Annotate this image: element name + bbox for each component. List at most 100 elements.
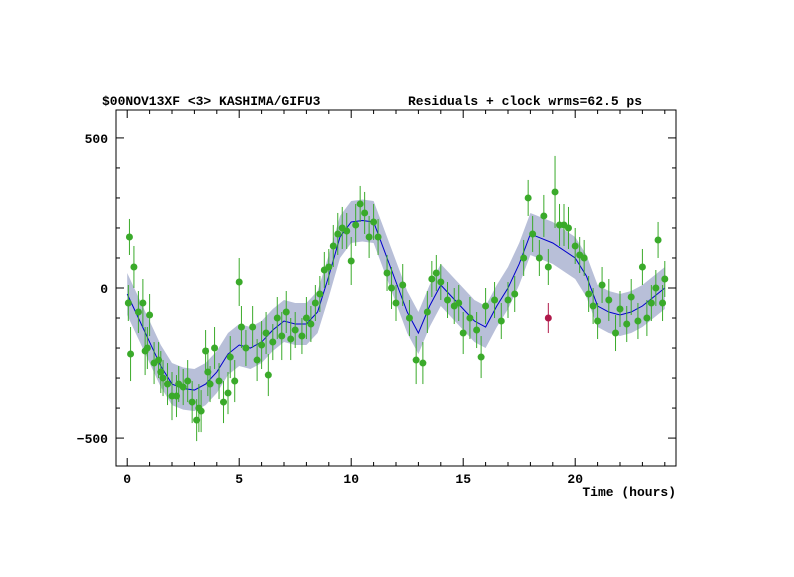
y-tick-label: 500	[85, 132, 109, 147]
data-point	[224, 389, 232, 397]
data-point	[262, 329, 270, 337]
model-line	[126, 219, 666, 391]
data-point	[159, 374, 167, 382]
data-point	[594, 317, 602, 325]
data-point	[258, 341, 266, 349]
data-point	[164, 380, 172, 388]
x-tick-label: 20	[567, 472, 583, 487]
data-point	[220, 398, 228, 406]
data-point	[661, 275, 669, 283]
data-point	[605, 296, 613, 304]
data-point	[370, 218, 378, 226]
data-point	[432, 269, 440, 277]
data-point	[497, 317, 505, 325]
data-point	[428, 275, 436, 283]
data-point	[211, 344, 219, 352]
data-point	[455, 299, 463, 307]
data-point	[466, 314, 474, 322]
data-point	[273, 314, 281, 322]
data-point	[206, 380, 214, 388]
data-point	[311, 299, 319, 307]
data-point	[172, 392, 180, 400]
data-point	[580, 254, 588, 262]
data-point	[179, 383, 187, 391]
data-point	[347, 257, 355, 265]
x-axis-label: Time (hours)	[582, 485, 676, 500]
data-point	[647, 299, 655, 307]
data-point	[520, 254, 528, 262]
data-point	[184, 377, 192, 385]
data-point	[146, 311, 154, 319]
data-point	[551, 188, 559, 196]
data-point	[334, 230, 342, 238]
data-point	[412, 356, 420, 364]
data-point	[383, 269, 391, 277]
data-point	[343, 227, 351, 235]
chart-title: $00NOV13XF <3> KASHIMA/GIFU3	[102, 94, 321, 109]
y-tick-label: −500	[77, 432, 108, 447]
data-point	[437, 278, 445, 286]
data-point	[127, 350, 135, 358]
data-point	[504, 296, 512, 304]
data-point	[124, 299, 132, 307]
data-point	[491, 296, 499, 304]
x-tick-label: 0	[123, 472, 131, 487]
data-point	[269, 338, 277, 346]
data-point	[291, 326, 299, 334]
data-point	[535, 254, 543, 262]
data-point	[361, 209, 369, 217]
data-point	[529, 230, 537, 238]
data-point	[329, 242, 337, 250]
data-point	[157, 368, 165, 376]
data-point	[316, 290, 324, 298]
data-point	[235, 278, 243, 286]
data-point	[352, 221, 360, 229]
data-point	[392, 299, 400, 307]
data-point	[226, 353, 234, 361]
data-point	[302, 314, 310, 322]
data-point	[253, 356, 261, 364]
data-point	[654, 236, 662, 244]
data-point	[204, 368, 212, 376]
data-point	[482, 302, 490, 310]
data-point	[540, 212, 548, 220]
data-point	[134, 308, 142, 316]
data-point	[307, 320, 315, 328]
data-point	[365, 233, 373, 241]
data-point	[612, 329, 620, 337]
data-point	[374, 233, 382, 241]
data-point	[459, 329, 467, 337]
data-point	[623, 320, 631, 328]
data-point	[237, 323, 245, 331]
data-point	[473, 326, 481, 334]
data-point	[564, 224, 572, 232]
data-point	[419, 359, 427, 367]
x-tick-label: 15	[455, 472, 471, 487]
data-point	[585, 290, 593, 298]
data-point	[325, 263, 333, 271]
data-point	[278, 332, 286, 340]
y-tick-label: 0	[100, 282, 108, 297]
data-point	[544, 263, 552, 271]
data-point	[598, 281, 606, 289]
data-point	[405, 314, 413, 322]
data-point	[477, 353, 485, 361]
data-point	[264, 371, 272, 379]
data-point	[571, 242, 579, 250]
data-point	[242, 344, 250, 352]
data-point	[155, 356, 163, 364]
data-point	[399, 281, 407, 289]
data-point	[249, 323, 257, 331]
data-point	[444, 296, 452, 304]
data-point	[139, 299, 147, 307]
data-point	[627, 293, 635, 301]
x-tick-label: 10	[343, 472, 359, 487]
data-point	[125, 233, 133, 241]
data-point	[511, 290, 519, 298]
data-point	[202, 347, 210, 355]
data-point	[634, 317, 642, 325]
data-point	[423, 308, 431, 316]
data-point	[589, 302, 597, 310]
data-point	[188, 398, 196, 406]
data-point	[388, 284, 396, 292]
